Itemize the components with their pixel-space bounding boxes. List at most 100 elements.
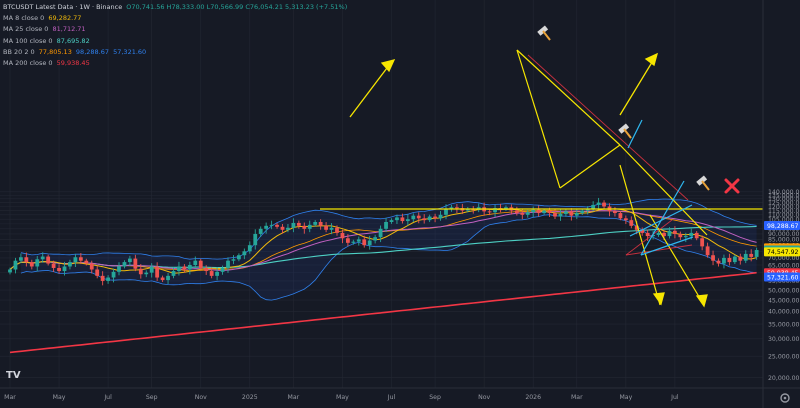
candle-body[interactable] <box>264 225 269 229</box>
symbol-title[interactable]: BTCUSDT Latest Data · 1W · Binance <box>3 3 123 11</box>
candle-body[interactable] <box>564 211 568 214</box>
candle-body[interactable] <box>667 230 672 237</box>
candle-body[interactable] <box>520 213 525 215</box>
candle-body[interactable] <box>433 216 437 219</box>
candle-body[interactable] <box>732 256 737 263</box>
candle-body[interactable] <box>629 220 634 226</box>
candle-body[interactable] <box>678 233 683 238</box>
candle-body[interactable] <box>427 216 432 221</box>
candle-body[interactable] <box>62 266 67 272</box>
candle-body[interactable] <box>749 253 754 257</box>
candle-body[interactable] <box>651 235 655 237</box>
candle-body[interactable] <box>231 259 236 261</box>
candle-body[interactable] <box>89 263 94 270</box>
candle-body[interactable] <box>613 211 617 214</box>
candle-body[interactable] <box>378 228 383 238</box>
candle-body[interactable] <box>13 260 18 270</box>
candle-body[interactable] <box>487 211 492 213</box>
candle-body[interactable] <box>455 207 459 209</box>
candle-body[interactable] <box>493 208 497 213</box>
candle-body[interactable] <box>313 221 318 225</box>
candle-body[interactable] <box>324 225 328 230</box>
candle-body[interactable] <box>367 240 372 246</box>
candle-body[interactable] <box>514 210 519 214</box>
candle-body[interactable] <box>634 225 639 230</box>
candle-body[interactable] <box>623 218 628 221</box>
candle-body[interactable] <box>209 271 214 276</box>
candle-body[interactable] <box>160 277 165 281</box>
legend-ma8[interactable]: MA 8 close 0 69,282.77 <box>3 13 347 24</box>
candle-body[interactable] <box>329 227 334 230</box>
trendline-red[interactable] <box>625 244 693 256</box>
candle-body[interactable] <box>275 224 279 227</box>
candle-body[interactable] <box>177 266 181 272</box>
candle-body[interactable] <box>743 253 748 261</box>
candle-body[interactable] <box>645 232 650 237</box>
candle-body[interactable] <box>673 230 677 234</box>
candle-body[interactable] <box>291 222 296 228</box>
candle-body[interactable] <box>689 232 694 237</box>
candle-body[interactable] <box>449 207 454 209</box>
candle-body[interactable] <box>536 209 541 214</box>
candle-body[interactable] <box>335 227 339 233</box>
candle-body[interactable] <box>68 262 72 267</box>
candle-body[interactable] <box>106 277 110 281</box>
candle-body[interactable] <box>340 232 345 239</box>
candle-body[interactable] <box>258 228 263 234</box>
trendline[interactable] <box>516 49 621 146</box>
candle-body[interactable] <box>307 224 312 229</box>
candle-body[interactable] <box>547 210 552 214</box>
candle-body[interactable] <box>29 262 34 267</box>
candle-body[interactable] <box>100 275 105 281</box>
candle-body[interactable] <box>569 211 574 216</box>
candle-body[interactable] <box>716 260 721 264</box>
candle-body[interactable] <box>525 212 530 215</box>
legend-ma25[interactable]: MA 25 close 0 81,712.71 <box>3 24 347 35</box>
candle-body[interactable] <box>166 275 170 281</box>
candle-body[interactable] <box>384 221 388 229</box>
candle-body[interactable] <box>395 217 399 221</box>
candle-body[interactable] <box>346 238 350 243</box>
candle-body[interactable] <box>640 229 645 233</box>
candle-body[interactable] <box>269 224 274 226</box>
arrow-down-icon[interactable] <box>652 292 665 306</box>
candle-body[interactable] <box>694 232 699 239</box>
time-axis[interactable]: Mar May Jul Sep Nov 2025 Mar May Jul Sep Nov 2026 Ma… <box>0 387 800 401</box>
candle-body[interactable] <box>193 260 198 265</box>
candle-body[interactable] <box>727 257 732 263</box>
candle-body[interactable] <box>738 256 743 261</box>
candle-body[interactable] <box>133 258 138 269</box>
candle-body[interactable] <box>351 241 356 243</box>
arrow-down-icon[interactable] <box>695 294 708 308</box>
trendline-red[interactable] <box>625 219 673 256</box>
candle-body[interactable] <box>683 236 688 238</box>
candle-body[interactable] <box>247 245 252 252</box>
candle-body[interactable] <box>700 238 705 247</box>
candle-body[interactable] <box>542 210 546 214</box>
candle-body[interactable] <box>19 257 23 261</box>
candle-body[interactable] <box>356 239 361 242</box>
candle-body[interactable] <box>84 260 89 264</box>
candle-body[interactable] <box>253 233 258 246</box>
candle-body[interactable] <box>286 227 290 230</box>
candle-body[interactable] <box>711 255 715 261</box>
candle-body[interactable] <box>558 213 563 217</box>
candle-body[interactable] <box>405 219 410 222</box>
arrow-up-icon[interactable] <box>619 52 658 116</box>
candle-body[interactable] <box>73 257 78 263</box>
candle-body[interactable] <box>318 221 323 226</box>
candle-body[interactable] <box>362 239 367 246</box>
settings-gear-icon[interactable] <box>780 393 790 403</box>
candle-body[interactable] <box>215 271 219 276</box>
candle-body[interactable] <box>444 208 448 215</box>
candle-body[interactable] <box>78 257 83 261</box>
trendline-blue[interactable] <box>640 180 685 256</box>
trendline-blue[interactable] <box>627 119 643 149</box>
candle-body[interactable] <box>24 257 29 263</box>
candle-body[interactable] <box>35 259 40 267</box>
legend-ma200[interactable]: MA 200 close 0 59,938.45 <box>3 58 347 69</box>
candle-body[interactable] <box>242 251 247 256</box>
candle-body[interactable] <box>596 202 601 205</box>
candle-body[interactable] <box>574 213 579 216</box>
